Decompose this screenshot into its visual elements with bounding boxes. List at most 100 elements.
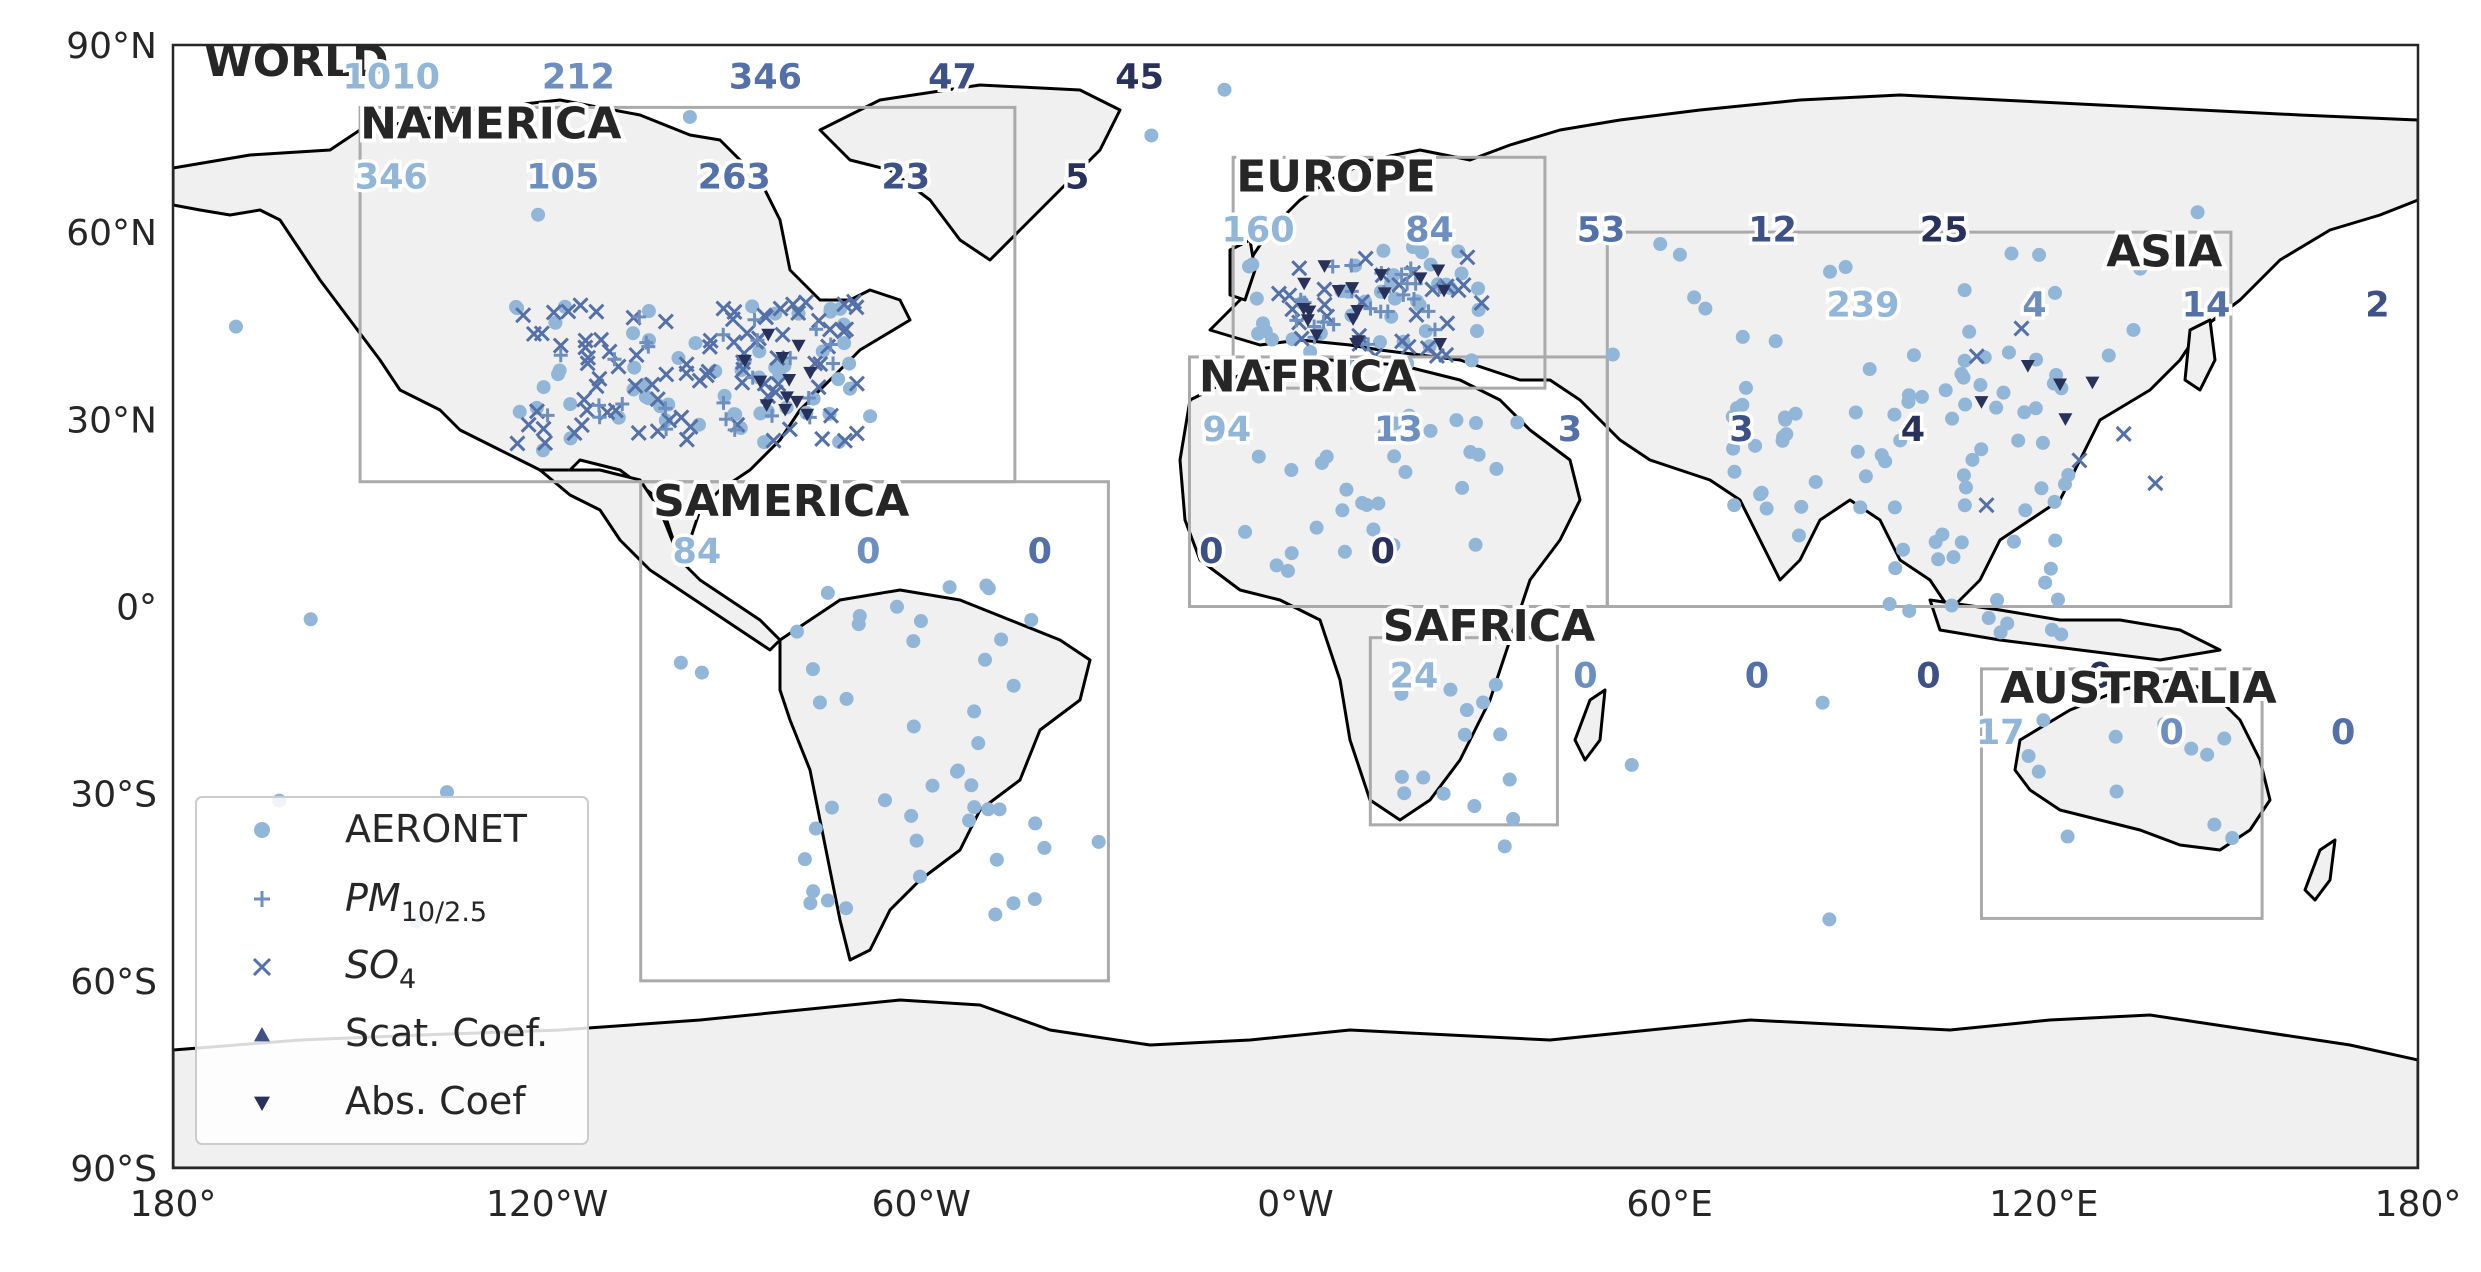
station-marker-circle xyxy=(1996,385,2011,400)
station-marker-circle xyxy=(1471,281,1486,296)
station-marker-x xyxy=(765,432,782,449)
station-marker-triangle-down xyxy=(1317,260,1332,273)
station-marker-circle xyxy=(994,632,1009,647)
station-marker-circle xyxy=(529,400,544,415)
station-marker-circle xyxy=(2126,322,2141,337)
station-marker-plus xyxy=(659,422,674,437)
station-marker-triangle-down xyxy=(1377,287,1392,301)
station-marker-circle xyxy=(1497,839,1512,854)
station-marker-circle xyxy=(831,372,846,387)
station-marker-circle xyxy=(967,704,982,719)
station-marker-circle xyxy=(1309,520,1324,535)
legend-marker-plus xyxy=(254,891,270,907)
region-count-safrica-0: 24 xyxy=(1390,657,1439,697)
station-marker-circle xyxy=(909,833,924,848)
station-marker-circle xyxy=(2021,749,2036,764)
station-marker-circle xyxy=(1394,769,1409,784)
station-marker-circle xyxy=(1388,416,1403,431)
x-tick-label: 120°W xyxy=(486,1184,608,1225)
station-marker-circle xyxy=(1853,500,1868,515)
station-marker-circle xyxy=(2001,345,2016,360)
station-marker-triangle-down xyxy=(2020,360,2035,373)
station-marker-x xyxy=(814,430,831,448)
station-marker-x xyxy=(822,407,840,424)
station-marker-x xyxy=(537,434,554,451)
station-marker-circle xyxy=(626,326,641,341)
y-tick-label: 0° xyxy=(116,588,157,629)
station-marker-circle xyxy=(1397,786,1412,801)
station-marker-triangle-down xyxy=(1351,335,1366,348)
station-marker-circle xyxy=(1727,464,1742,479)
x-tick-label: 120°E xyxy=(1989,1184,2098,1225)
station-marker-circle xyxy=(1027,892,1042,907)
station-marker-x xyxy=(1419,340,1436,357)
station-marker-circle xyxy=(1946,550,1961,565)
station-marker-circle xyxy=(1882,597,1897,612)
station-marker-triangle-down xyxy=(2053,378,2068,392)
station-marker-circle xyxy=(1006,678,1021,693)
station-marker-x xyxy=(1293,330,1310,347)
station-marker-x xyxy=(836,296,853,313)
station-marker-plus xyxy=(801,391,816,406)
station-marker-triangle-down xyxy=(1309,329,1324,342)
station-marker-circle xyxy=(1944,598,1959,613)
station-marker-circle xyxy=(2157,716,2172,731)
station-marker-x xyxy=(836,432,853,449)
station-marker-circle xyxy=(913,614,928,629)
station-marker-circle xyxy=(1488,677,1503,692)
station-marker-circle xyxy=(981,802,996,817)
station-marker-circle xyxy=(823,301,838,316)
station-marker-triangle-down xyxy=(1346,313,1361,326)
station-marker-circle xyxy=(673,655,688,670)
station-marker-circle xyxy=(1423,423,1438,438)
region-name-namerica: NAMERICA xyxy=(360,99,621,150)
station-marker-circle xyxy=(1366,522,1381,537)
station-marker-x xyxy=(644,376,661,393)
station-marker-circle xyxy=(1251,449,1266,464)
station-marker-circle xyxy=(962,813,977,828)
region-name-world: WORLD xyxy=(204,36,388,87)
station-marker-circle xyxy=(2200,747,2215,762)
station-marker-x xyxy=(1438,346,1455,363)
station-marker-x xyxy=(579,355,596,372)
station-marker-circle xyxy=(1489,461,1504,476)
legend-label-so4-main: SO xyxy=(345,943,399,987)
station-marker-circle xyxy=(439,785,454,800)
station-marker-circle xyxy=(563,397,578,412)
station-marker-circle xyxy=(1957,283,1972,298)
station-marker-circle xyxy=(1469,324,1484,339)
station-marker-circle xyxy=(1958,480,1973,495)
station-marker-circle xyxy=(1989,400,2004,415)
station-marker-circle xyxy=(1791,528,1806,543)
station-marker-plus xyxy=(658,401,673,416)
region-count-safrica-3: 0 xyxy=(1916,657,1940,697)
station-marker-circle xyxy=(1862,362,1877,377)
station-marker-circle xyxy=(2038,575,2053,590)
station-marker-circle xyxy=(2017,405,2032,420)
station-marker-circle xyxy=(1311,358,1326,373)
station-marker-circle xyxy=(1687,290,1702,305)
station-marker-circle xyxy=(988,907,1003,922)
land-indonesia xyxy=(1928,598,2222,662)
station-marker-triangle-down xyxy=(1296,302,1311,316)
station-marker-circle xyxy=(1242,259,1257,274)
station-marker-circle xyxy=(1376,243,1391,258)
station-marker-circle xyxy=(1727,498,1742,513)
legend-label-pm: PM10/2.5 xyxy=(345,876,487,928)
station-marker-x xyxy=(593,331,610,348)
station-marker-circle xyxy=(1144,128,1159,143)
region-count-australia-1: 0 xyxy=(2159,713,2183,753)
station-marker-circle xyxy=(228,319,243,334)
station-marker-triangle-down xyxy=(1297,277,1312,291)
station-marker-x xyxy=(657,313,674,330)
station-marker-circle xyxy=(2109,784,2124,799)
station-marker-plus xyxy=(727,422,742,437)
station-marker-circle xyxy=(2004,246,2019,261)
region-name-samerica: SAMERICA xyxy=(653,476,909,527)
station-marker-circle xyxy=(1738,380,1753,395)
land-japan xyxy=(2183,318,2217,392)
station-marker-triangle-down xyxy=(1974,396,1989,409)
station-marker-circle xyxy=(1416,770,1431,785)
region-name-europe: EUROPE xyxy=(1236,152,1435,203)
station-marker-x xyxy=(772,300,789,317)
